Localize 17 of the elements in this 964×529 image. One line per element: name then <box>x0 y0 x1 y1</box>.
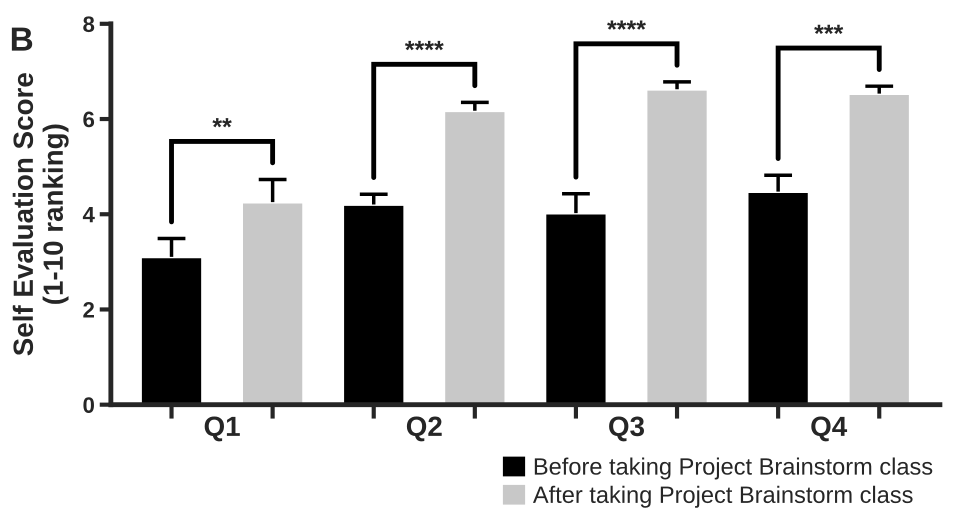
legend-label: Before taking Project Brainstorm class <box>534 457 932 480</box>
annotation: ** <box>212 118 232 128</box>
y-axis-title: Self Evaluation Score (1-10 ranking) <box>12 73 69 356</box>
y-tick-label: 0 <box>83 397 94 413</box>
x-tick-label: Q4 <box>811 416 848 442</box>
y-tick-label: 2 <box>83 302 94 318</box>
annotation: **** <box>607 20 646 30</box>
annotation: *** <box>814 24 844 34</box>
x-tick-label: Q1 <box>204 416 240 442</box>
y-tick-label: 8 <box>83 16 94 32</box>
annotation: **** <box>404 40 444 50</box>
x-tick-label: Q3 <box>609 416 644 442</box>
x-tick-label: Q2 <box>406 416 442 442</box>
legend-label: After taking Project Brainstorm class <box>532 486 913 508</box>
y-tick-label: 4 <box>82 207 95 222</box>
y-tick-label: 6 <box>83 112 94 128</box>
text: B <box>12 28 32 51</box>
